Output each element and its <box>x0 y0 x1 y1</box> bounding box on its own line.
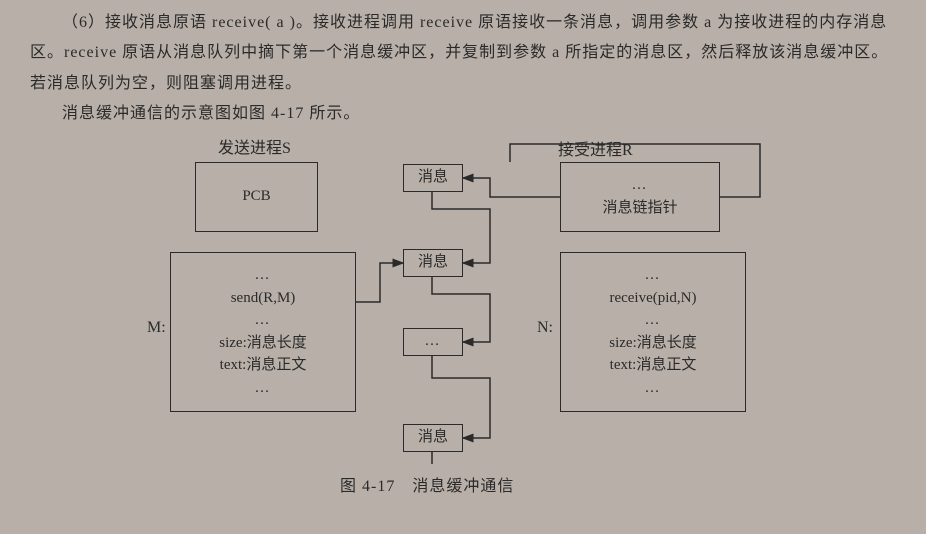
n-dots2: … <box>645 309 662 332</box>
m-dots2: … <box>255 309 272 332</box>
ptr-dots: … <box>632 174 649 197</box>
paragraph-2: 消息缓冲通信的示意图如图 4-17 所示。 <box>30 99 896 129</box>
msg2-label: 消息 <box>418 251 448 274</box>
n-recv: receive(pid,N) <box>609 287 696 310</box>
mid-dots: … <box>425 330 442 353</box>
sender-title: 发送进程S <box>218 134 291 158</box>
diagram: 发送进程S 接受进程R PCB … 消息链指针 … send(R,M) … si… <box>0 134 926 504</box>
m-dots1: … <box>255 264 272 287</box>
m-label: M: <box>147 319 166 337</box>
msg1-label: 消息 <box>418 166 448 189</box>
mid-box: … <box>403 328 463 356</box>
pcb-label: PCB <box>242 185 270 208</box>
n-dots3: … <box>645 377 662 400</box>
paragraph-1: （6）接收消息原语 receive( a )。接收进程调用 receive 原语… <box>30 8 896 99</box>
msg2-box: 消息 <box>403 249 463 277</box>
m-size: size:消息长度 <box>219 332 307 355</box>
m-dots3: … <box>255 377 272 400</box>
diagram-connectors <box>0 134 926 504</box>
n-box: … receive(pid,N) … size:消息长度 text:消息正文 … <box>560 252 746 412</box>
msg1-box: 消息 <box>403 164 463 192</box>
m-box: … send(R,M) … size:消息长度 text:消息正文 … <box>170 252 356 412</box>
ptr-label: 消息链指针 <box>602 197 677 220</box>
n-label: N: <box>537 319 553 337</box>
m-text: text:消息正文 <box>220 354 307 377</box>
figure-caption: 图 4-17 消息缓冲通信 <box>340 472 514 496</box>
ptr-box: … 消息链指针 <box>560 162 720 232</box>
page-text-block: （6）接收消息原语 receive( a )。接收进程调用 receive 原语… <box>0 0 926 130</box>
msg3-label: 消息 <box>418 426 448 449</box>
n-text: text:消息正文 <box>610 354 697 377</box>
receiver-title: 接受进程R <box>558 136 633 160</box>
n-size: size:消息长度 <box>609 332 697 355</box>
m-send: send(R,M) <box>231 287 296 310</box>
msg3-box: 消息 <box>403 424 463 452</box>
n-dots1: … <box>645 264 662 287</box>
pcb-box: PCB <box>195 162 318 232</box>
